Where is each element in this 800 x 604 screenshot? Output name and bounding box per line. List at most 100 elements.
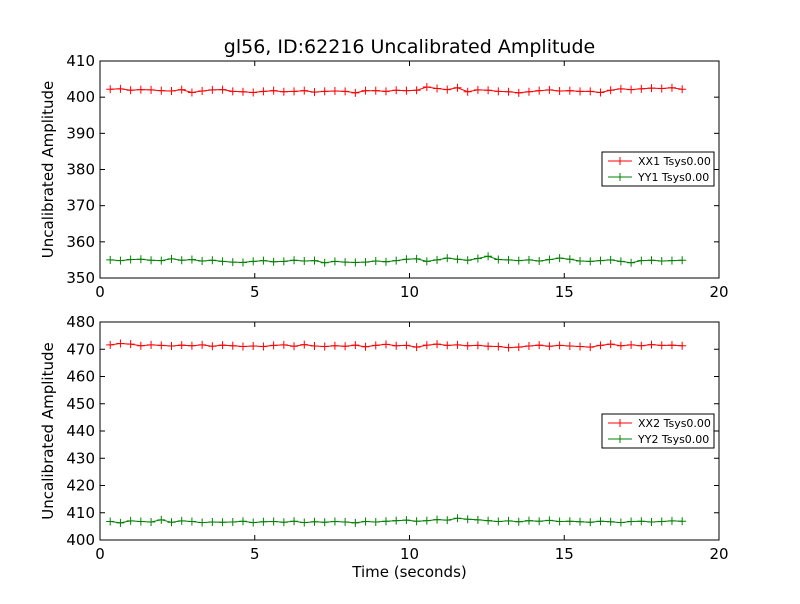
legend-marker-0-0 xyxy=(616,157,624,165)
legend-marker-1-0 xyxy=(616,419,624,427)
x-tick-label-0-0: 0 xyxy=(95,283,105,301)
data-point-0-1-1 xyxy=(116,256,125,265)
data-point-0-0-28 xyxy=(392,86,401,95)
data-point-1-1-39 xyxy=(504,516,513,525)
data-point-0-0-49 xyxy=(606,86,615,95)
data-point-0-1-44 xyxy=(555,254,564,263)
data-point-0-0-55 xyxy=(667,83,676,92)
data-point-1-1-12 xyxy=(228,518,237,527)
data-point-1-1-50 xyxy=(616,518,625,527)
data-point-0-0-46 xyxy=(576,87,585,96)
data-point-1-1-16 xyxy=(269,517,278,526)
data-point-0-0-33 xyxy=(443,85,452,94)
data-point-0-1-34 xyxy=(453,255,462,264)
data-point-0-0-43 xyxy=(545,85,554,94)
data-point-1-1-1 xyxy=(116,518,125,527)
data-point-0-1-27 xyxy=(381,257,390,266)
data-point-1-0-55 xyxy=(667,341,676,350)
data-point-0-1-3 xyxy=(136,255,145,264)
data-point-1-1-23 xyxy=(341,518,350,527)
data-point-1-1-38 xyxy=(494,517,503,526)
data-point-1-1-19 xyxy=(300,518,309,527)
data-point-0-1-24 xyxy=(351,258,360,267)
data-point-0-0-15 xyxy=(259,87,268,96)
data-point-1-1-47 xyxy=(586,518,595,527)
data-point-1-0-31 xyxy=(422,341,431,350)
data-point-1-0-9 xyxy=(198,340,207,349)
data-point-0-0-20 xyxy=(310,88,319,97)
data-point-1-1-42 xyxy=(535,517,544,526)
data-point-0-1-41 xyxy=(524,255,533,264)
data-point-0-1-37 xyxy=(484,252,493,261)
data-point-1-1-21 xyxy=(320,518,329,527)
data-point-0-0-44 xyxy=(555,87,564,96)
data-point-0-1-52 xyxy=(637,256,646,265)
data-point-1-0-12 xyxy=(228,341,237,350)
data-point-0-1-15 xyxy=(259,256,268,265)
data-point-1-1-34 xyxy=(453,514,462,523)
data-point-1-1-54 xyxy=(657,517,666,526)
data-point-0-1-20 xyxy=(310,256,319,265)
data-point-0-0-7 xyxy=(177,85,186,94)
data-point-0-1-22 xyxy=(330,257,339,266)
data-point-0-0-3 xyxy=(136,85,145,94)
data-point-1-0-54 xyxy=(657,341,666,350)
data-point-0-1-0 xyxy=(106,255,115,264)
data-point-1-0-11 xyxy=(218,341,227,350)
data-point-1-1-8 xyxy=(187,517,196,526)
y-tick-label-0-2: 370 xyxy=(66,197,95,215)
data-point-0-1-4 xyxy=(147,256,156,265)
data-point-1-1-37 xyxy=(484,516,493,525)
y-tick-label-0-1: 360 xyxy=(66,233,95,251)
bottom-subplot: 0 5 10 15 20 400 410 420 430 440 450 460 470 480 Uncal… xyxy=(39,313,729,581)
data-point-1-0-10 xyxy=(208,342,217,351)
y-tick-label-0-4: 390 xyxy=(66,124,95,142)
data-point-1-1-5 xyxy=(157,515,166,524)
data-point-0-1-17 xyxy=(279,257,288,266)
data-point-1-0-42 xyxy=(535,341,544,350)
data-point-1-1-0 xyxy=(106,517,115,526)
data-point-0-0-17 xyxy=(279,87,288,96)
data-point-0-0-23 xyxy=(341,87,350,96)
legend-label-1-0: XX2 Tsys0.00 xyxy=(638,417,711,430)
data-point-0-0-50 xyxy=(616,84,625,93)
data-point-1-1-43 xyxy=(545,516,554,525)
data-point-1-0-7 xyxy=(177,341,186,350)
legend-marker-0-1 xyxy=(616,173,624,181)
data-point-1-0-35 xyxy=(463,341,472,350)
data-point-1-1-55 xyxy=(667,516,676,525)
x-tick-label-0-2: 10 xyxy=(400,283,419,301)
data-point-1-1-35 xyxy=(463,515,472,524)
data-point-1-1-51 xyxy=(627,517,636,526)
data-point-1-0-24 xyxy=(351,341,360,350)
data-point-0-0-53 xyxy=(647,84,656,93)
data-point-0-1-50 xyxy=(616,257,625,266)
data-point-0-0-48 xyxy=(596,88,605,97)
data-point-0-1-36 xyxy=(473,254,482,263)
legend-label-0-1: YY1 Tsys0.00 xyxy=(637,171,709,184)
data-point-0-0-51 xyxy=(627,85,636,94)
data-point-1-1-48 xyxy=(596,517,605,526)
data-point-0-0-13 xyxy=(238,87,247,96)
data-point-1-0-14 xyxy=(249,341,258,350)
data-point-1-0-25 xyxy=(361,342,370,351)
y-axis-label-0: Uncalibrated Amplitude xyxy=(39,81,57,258)
data-point-1-0-32 xyxy=(433,340,442,349)
legend-box-1 xyxy=(601,413,715,449)
data-point-1-0-53 xyxy=(647,340,656,349)
data-point-1-0-1 xyxy=(116,339,125,348)
y-tick-label-1-5: 450 xyxy=(66,395,95,413)
data-point-1-0-48 xyxy=(596,341,605,350)
y-tick-label-1-8: 480 xyxy=(66,313,95,331)
data-point-0-1-14 xyxy=(249,257,258,266)
data-point-1-0-56 xyxy=(678,341,687,350)
data-point-1-0-52 xyxy=(637,341,646,350)
data-point-0-1-45 xyxy=(565,255,574,264)
data-point-1-1-30 xyxy=(412,517,421,526)
x-tick-label-1-2: 10 xyxy=(400,545,419,563)
data-point-1-1-14 xyxy=(249,518,258,527)
data-point-0-0-1 xyxy=(116,84,125,93)
data-point-1-1-28 xyxy=(392,516,401,525)
data-point-0-1-10 xyxy=(208,256,217,265)
